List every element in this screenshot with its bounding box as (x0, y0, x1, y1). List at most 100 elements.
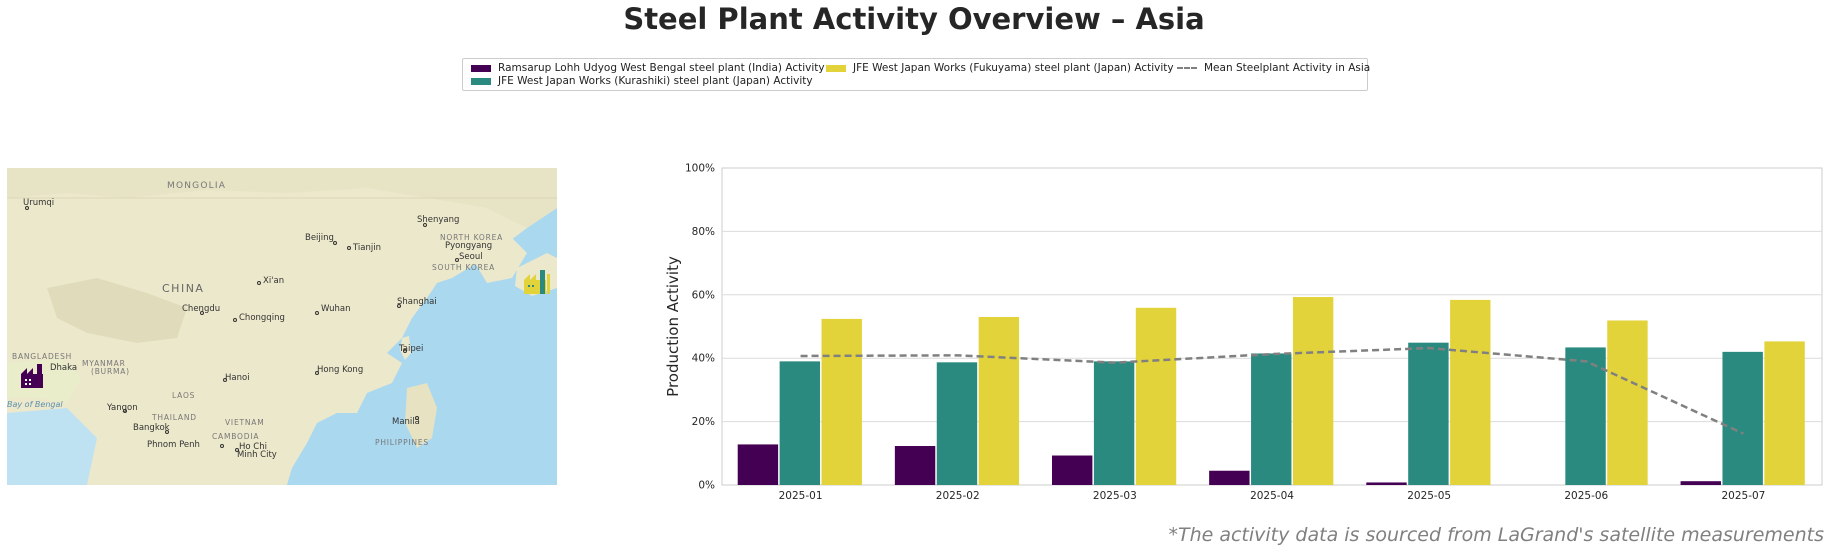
map-svg: MONGOLIA Urumqi CHINA Beijing Tianjin Sh… (7, 168, 557, 485)
map-bay-of-bengal (7, 408, 97, 485)
chart-title: Steel Plant Activity Overview – Asia (623, 2, 1205, 36)
legend-item-kurashiki: JFE West Japan Works (Kurashiki) steel p… (471, 75, 813, 87)
factory-icon-japan (524, 270, 550, 294)
map-label-wuhan: Wuhan (321, 304, 350, 314)
map-label-pyongyang: Pyongyang (445, 241, 492, 251)
map-label-vietnam: VIETNAM (225, 418, 264, 427)
legend-label-india: Ramsarup Lohh Udyog West Bengal steel pl… (498, 62, 825, 74)
legend-swatch-india (471, 64, 491, 72)
map-label-thailand: THAILAND (151, 413, 197, 422)
map-dot-taipei (403, 349, 407, 353)
y-tick-label: 60% (692, 289, 715, 301)
legend-label-kurashiki: JFE West Japan Works (Kurashiki) steel p… (498, 75, 813, 87)
bar (1093, 361, 1135, 485)
map-label-tianjin: Tianjin (352, 243, 381, 253)
legend-swatch-fukuyama (826, 64, 846, 72)
map-label-phnom-penh: Phnom Penh (147, 440, 200, 450)
y-tick-label: 100% (685, 163, 715, 175)
map-dot-bangkok (165, 430, 169, 434)
map-land-north (7, 168, 557, 228)
map-dot-chongqing (233, 318, 237, 322)
map-land-taiwan (400, 336, 411, 360)
bar (1135, 307, 1177, 485)
map-label-philippines: PHILIPPINES (375, 438, 429, 447)
map-label-manila: Manila (392, 417, 420, 427)
map-label-chongqing: Chongqing (239, 313, 285, 323)
bar (821, 318, 862, 485)
source-note: *The activity data is sourced from LaGra… (1168, 524, 1824, 546)
bar (894, 446, 936, 485)
map-land-philippines (405, 383, 437, 448)
x-tick-label: 2025-04 (1250, 490, 1294, 502)
map-dot-xian (257, 281, 261, 285)
x-tick-label: 2025-07 (1721, 490, 1765, 502)
map-label-mongolia: MONGOLIA (167, 181, 226, 191)
y-tick-label: 20% (692, 416, 715, 428)
map-label-hong-kong: Hong Kong (317, 365, 363, 375)
map-label-bangladesh: BANGLADESH (12, 352, 72, 361)
map-label-china: CHINA (162, 282, 204, 295)
map-label-shenyang: Shenyang (417, 215, 459, 225)
map-dot-shanghai (397, 304, 401, 308)
map-label-seoul: Seoul (459, 252, 483, 262)
map-label-south-korea: SOUTH KOREA (432, 263, 495, 272)
legend-swatch-kurashiki (471, 77, 491, 85)
bar (1680, 481, 1721, 485)
map-dot-manila (415, 416, 419, 420)
bar (1052, 455, 1093, 485)
legend-label-fukuyama: JFE West Japan Works (Fukuyama) steel pl… (853, 62, 1174, 74)
map-label-hanoi: Hanoi (225, 373, 250, 383)
bar (1366, 482, 1407, 485)
asia-map: MONGOLIA Urumqi CHINA Beijing Tianjin Sh… (7, 168, 557, 485)
bar (1607, 320, 1648, 485)
map-dot-seoul (455, 258, 459, 262)
bar (779, 361, 821, 485)
map-label-cambodia: CAMBODIA (212, 432, 259, 441)
legend-swatch-mean (1177, 67, 1197, 69)
mean-line (800, 346, 1744, 435)
bar (1722, 351, 1763, 485)
map-label-burma: (BURMA) (91, 367, 130, 376)
legend-item-mean: Mean Steelplant Activity in Asia (1177, 62, 1370, 74)
bar (1251, 353, 1292, 485)
bar (1450, 299, 1491, 485)
map-dot-wuhan (315, 311, 319, 315)
map-land-plateau (47, 278, 187, 343)
map-dot-hong-kong (315, 371, 319, 375)
map-dot-ho-chi-minh (235, 448, 239, 452)
map-dot-tianjin (347, 246, 351, 250)
legend: Ramsarup Lohh Udyog West Bengal steel pl… (462, 58, 1370, 91)
map-dot-chengdu (200, 311, 204, 315)
bar (978, 316, 1020, 485)
x-tick-label: 2025-05 (1407, 490, 1451, 502)
map-label-dhaka: Dhaka (50, 363, 77, 373)
bar (1209, 470, 1250, 485)
map-label-chengdu: Chengdu (182, 304, 220, 314)
x-tick-label: 2025-02 (936, 490, 980, 502)
x-tick-label: 2025-06 (1564, 490, 1608, 502)
bar (1292, 297, 1334, 485)
map-label-yangon: Yangon (106, 403, 138, 413)
bar (1565, 347, 1606, 485)
map-label-laos: LAOS (172, 391, 195, 400)
map-label-bay-of-bengal: Bay of Bengal (7, 400, 63, 409)
map-label-minh-city: Minh City (237, 450, 277, 460)
bar (737, 444, 779, 485)
map-label-north-korea: NORTH KOREA (440, 233, 503, 242)
map-label-taipei: Taipei (398, 344, 423, 354)
bar (1764, 341, 1805, 485)
x-tick-label: 2025-01 (779, 490, 823, 502)
map-dot-urumqi (25, 206, 29, 210)
y-tick-label: 0% (698, 480, 715, 492)
map-label-ho-chi: Ho Chi (239, 442, 267, 452)
map-dot-shenyang (423, 223, 427, 227)
legend-item-india: Ramsarup Lohh Udyog West Bengal steel pl… (471, 62, 825, 74)
y-axis-label: Production Activity (664, 256, 682, 397)
map-dot-phnom-penh (220, 444, 224, 448)
y-tick-label: 80% (692, 226, 715, 238)
map-label-bangkok: Bangkok (133, 423, 170, 433)
map-label-myanmar: MYANMAR (82, 359, 126, 368)
map-label-shanghai: Shanghai (397, 297, 437, 307)
map-dot-yangon (123, 409, 127, 413)
